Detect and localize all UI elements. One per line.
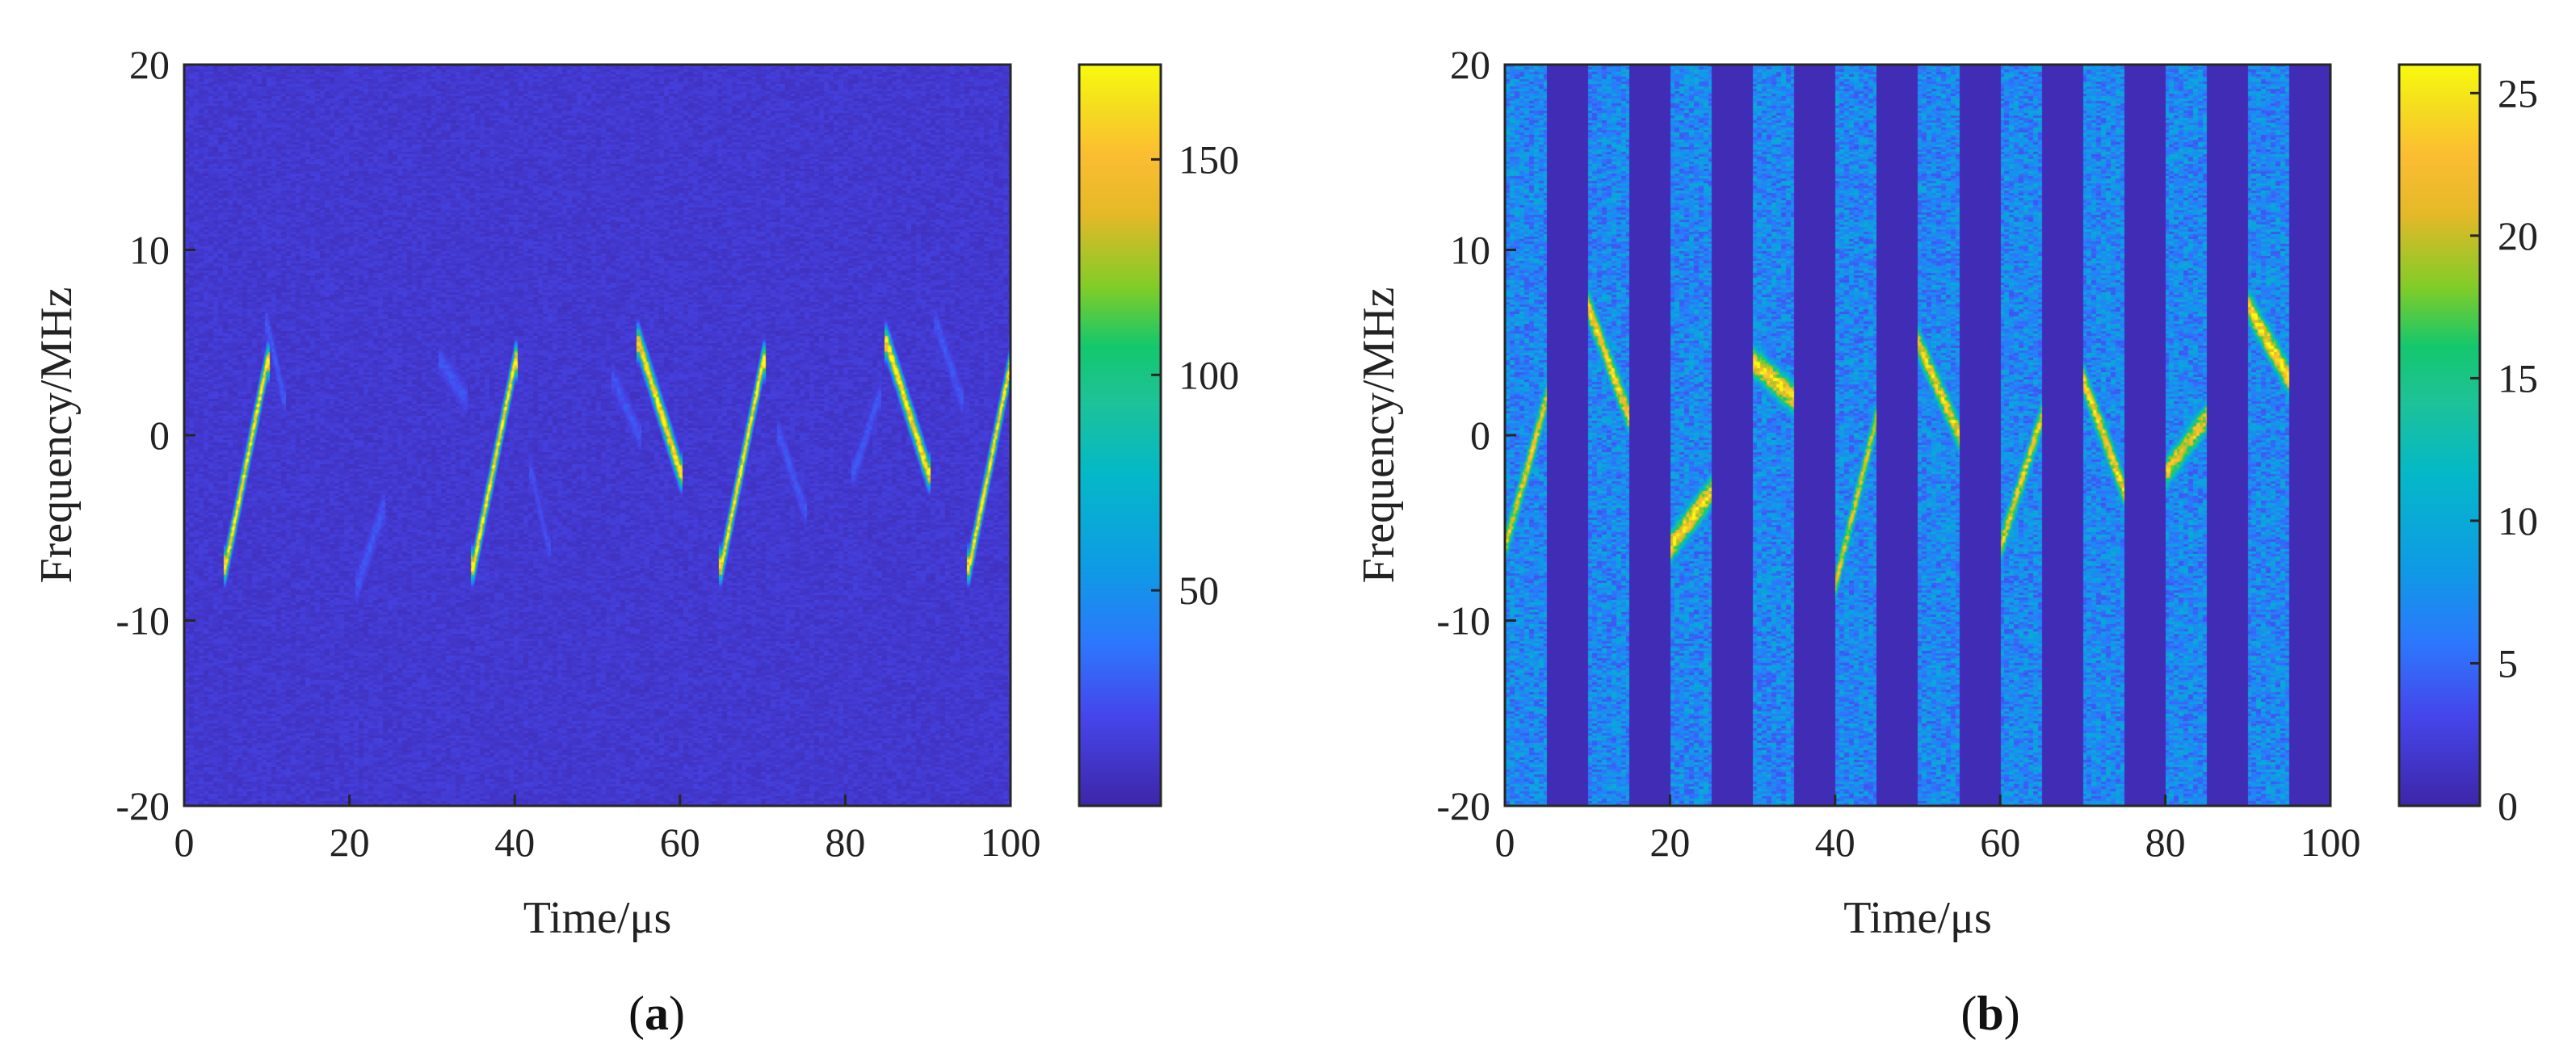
ytick-label: 10 <box>1450 228 1490 273</box>
xtick-label: 60 <box>660 820 700 865</box>
xtick-label: 60 <box>1980 820 2020 865</box>
ytick-label: 0 <box>1470 413 1490 458</box>
colorbar-frame-b <box>2397 63 2481 807</box>
colorbar-tick-label: 25 <box>2498 70 2538 115</box>
caption-b: (b) <box>1960 987 2019 1040</box>
colorbar-a <box>1079 65 1161 806</box>
colorbar-tick-label: 15 <box>2498 355 2538 400</box>
xtick-label: 20 <box>1649 820 1690 865</box>
xtick-label: 40 <box>494 820 535 865</box>
panel-a: 0 20 40 60 80 100 -20 -10 0 10 20 Time/μs Frequenc… <box>32 42 1239 1040</box>
heatmap-b <box>1505 65 2330 806</box>
xtick-label: 100 <box>2301 820 2361 865</box>
xtick-label: 0 <box>1495 820 1515 865</box>
ylabel-a: Frequency/MHz <box>32 287 82 583</box>
colorbar-tick-label: 10 <box>2498 498 2538 543</box>
xtick-label: 80 <box>825 820 865 865</box>
colorbar-ticks-b: 0 5 10 15 20 25 <box>2470 70 2538 828</box>
colorbar-b <box>2399 65 2480 806</box>
caption-a: (a) <box>628 987 685 1040</box>
ytick-label: 0 <box>149 413 170 458</box>
colorbar-frame-a <box>1078 63 1162 807</box>
colorbar-tick-label: 150 <box>1179 136 1239 182</box>
heatmap-a <box>184 65 1011 806</box>
ylabel-b: Frequency/MHz <box>1354 287 1404 583</box>
ytick-label: -20 <box>116 783 170 828</box>
xtick-label: 40 <box>1815 820 1855 865</box>
colorbar-tick-label: 50 <box>1179 568 1219 613</box>
colorbar-tick-label: 20 <box>2498 213 2538 258</box>
xtick-label: 80 <box>2145 820 2186 865</box>
xlabel-a: Time/μs <box>523 893 672 943</box>
ytick-label: -10 <box>116 598 170 644</box>
ytick-label: 20 <box>1450 42 1490 87</box>
xtick-label: 20 <box>330 820 370 865</box>
colorbar-tick-label: 0 <box>2498 783 2518 828</box>
axis-ticks-a: 0 20 40 60 80 100 -20 -10 0 10 20 <box>116 42 1040 865</box>
ytick-label: 10 <box>129 228 170 273</box>
colorbar-tick-label: 100 <box>1179 352 1239 397</box>
xlabel-b: Time/μs <box>1843 893 1992 943</box>
ytick-label: -20 <box>1436 783 1490 828</box>
ytick-label: 20 <box>129 42 170 87</box>
colorbar-ticks-a: 50 100 150 <box>1151 136 1239 613</box>
xtick-label: 0 <box>174 820 195 865</box>
ytick-label: -10 <box>1436 598 1490 644</box>
colorbar-tick-label: 5 <box>2498 640 2518 686</box>
axis-ticks-b: 0 20 40 60 80 100 -20 -10 0 10 20 <box>1436 42 2360 865</box>
xtick-label: 100 <box>981 820 1041 865</box>
